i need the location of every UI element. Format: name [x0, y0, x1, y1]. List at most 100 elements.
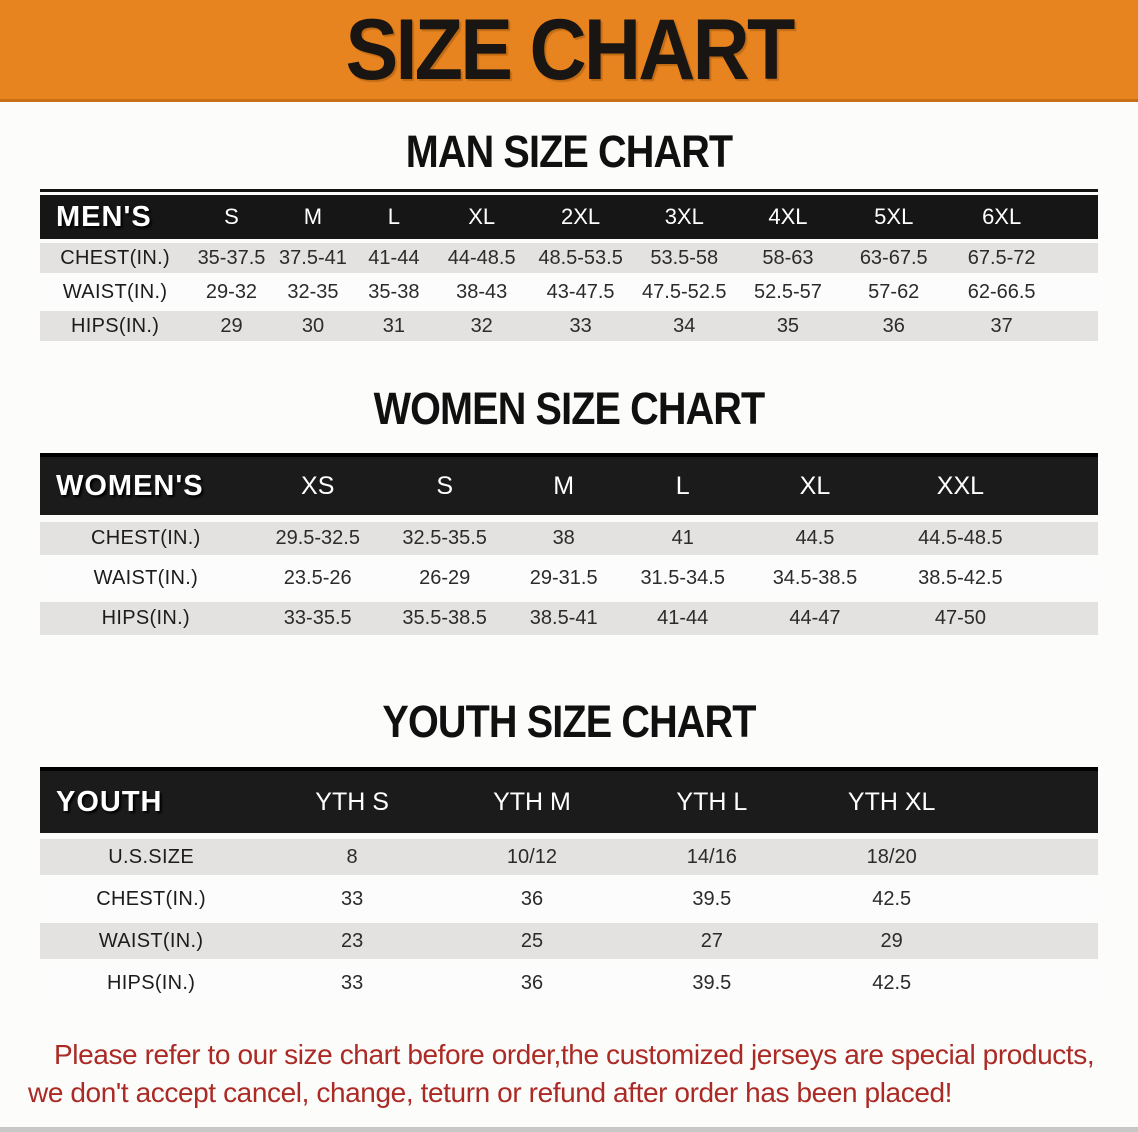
size-chart-banner: SIZE CHART	[0, 0, 1138, 102]
size-cell: 38-43	[434, 273, 529, 307]
size-cell: 31	[353, 307, 435, 341]
size-cell: 44-48.5	[434, 239, 529, 273]
row-label: WAIST(IN.)	[40, 917, 263, 959]
size-cell: 33	[528, 307, 633, 341]
size-cell: 31.5-34.5	[621, 555, 744, 595]
size-cell: 44.5	[743, 515, 887, 555]
size-cell: 33	[262, 959, 443, 1001]
women-section-title: WOMEN SIZE CHART	[373, 383, 766, 434]
size-cell: 23.5-26	[251, 555, 384, 595]
table-row: HIPS(IN.) 29 30 31 32 33 34 35 36 37	[40, 307, 1098, 341]
spacer-cell	[981, 875, 1098, 917]
size-cell: 52.5-57	[736, 273, 840, 307]
row-label: HIPS(IN.)	[40, 959, 263, 1001]
size-cell: 47.5-52.5	[632, 273, 737, 307]
banner-title: SIZE CHART	[345, 1, 795, 98]
men-section-title: MAN SIZE CHART	[405, 126, 733, 177]
column-header: M	[505, 457, 622, 515]
column-header: L	[621, 457, 744, 515]
spacer-cell	[981, 917, 1098, 959]
size-cell: 18/20	[801, 833, 982, 875]
size-cell: 44-47	[743, 595, 887, 635]
spacer-cell	[1034, 555, 1098, 595]
table-row: WAIST(IN.) 23 25 27 29	[40, 917, 1098, 959]
men-size-table: MEN'S S M L XL 2XL 3XL 4XL 5XL 6XL CHEST…	[40, 195, 1098, 341]
row-label: CHEST(IN.)	[40, 875, 263, 917]
column-header: M	[272, 195, 354, 239]
table-row: CHEST(IN.) 33 36 39.5 42.5	[40, 875, 1098, 917]
column-header: 6XL	[947, 195, 1056, 239]
size-cell: 58-63	[736, 239, 840, 273]
column-header: XL	[743, 457, 887, 515]
column-header: YTH L	[621, 771, 802, 833]
size-cell: 8	[262, 833, 443, 875]
size-cell: 32	[434, 307, 529, 341]
size-cell: 29.5-32.5	[251, 515, 384, 555]
size-cell: 34	[632, 307, 737, 341]
row-label: CHEST(IN.)	[40, 515, 252, 555]
column-header: L	[353, 195, 435, 239]
size-cell: 53.5-58	[632, 239, 737, 273]
size-cell: 23	[262, 917, 443, 959]
bottom-edge-bar	[0, 1127, 1138, 1132]
column-header: 2XL	[528, 195, 633, 239]
size-cell: 67.5-72	[947, 239, 1056, 273]
size-cell: 35-38	[353, 273, 435, 307]
size-cell: 57-62	[839, 273, 948, 307]
size-cell: 35-37.5	[190, 239, 273, 273]
table-row: CHEST(IN.) 29.5-32.5 32.5-35.5 38 41 44.…	[40, 515, 1098, 555]
spacer-cell	[1034, 595, 1098, 635]
size-cell: 29	[190, 307, 273, 341]
size-cell: 33	[262, 875, 443, 917]
spacer-cell	[981, 833, 1098, 875]
size-cell: 32-35	[272, 273, 354, 307]
row-label: HIPS(IN.)	[40, 307, 191, 341]
size-cell: 38.5-41	[505, 595, 622, 635]
size-cell: 47-50	[886, 595, 1035, 635]
youth-size-table: YOUTH YTH S YTH M YTH L YTH XL U.S.SIZE …	[40, 767, 1098, 1001]
table-row: HIPS(IN.) 33 36 39.5 42.5	[40, 959, 1098, 1001]
size-cell: 32.5-35.5	[383, 515, 506, 555]
spacer-cell	[981, 959, 1098, 1001]
column-header: XL	[434, 195, 529, 239]
size-cell: 48.5-53.5	[528, 239, 633, 273]
size-cell: 38.5-42.5	[886, 555, 1035, 595]
size-cell: 34.5-38.5	[743, 555, 887, 595]
table-row: U.S.SIZE 8 10/12 14/16 18/20	[40, 833, 1098, 875]
size-cell: 63-67.5	[839, 239, 948, 273]
disclaimer-line-2: we don't accept cancel, change, teturn o…	[28, 1077, 953, 1108]
size-cell: 42.5	[801, 875, 982, 917]
table-row: WAIST(IN.) 29-32 32-35 35-38 38-43 43-47…	[40, 273, 1098, 307]
size-cell: 38	[505, 515, 622, 555]
women-size-table: WOMEN'S XS S M L XL XXL CHEST(IN.) 29.5-…	[40, 453, 1098, 635]
size-cell: 29	[801, 917, 982, 959]
size-cell: 29-31.5	[505, 555, 622, 595]
table-row: CHEST(IN.) 35-37.5 37.5-41 41-44 44-48.5…	[40, 239, 1098, 273]
size-cell: 39.5	[621, 959, 802, 1001]
youth-section-title: YOUTH SIZE CHART	[382, 696, 756, 747]
size-cell: 35	[736, 307, 840, 341]
column-header: YTH XL	[801, 771, 982, 833]
row-label: HIPS(IN.)	[40, 595, 252, 635]
youth-table-name-cell: YOUTH	[40, 771, 263, 833]
column-header: YTH S	[262, 771, 443, 833]
row-label: WAIST(IN.)	[40, 273, 191, 307]
spacer-cell	[1034, 515, 1098, 555]
spacer-cell	[1055, 307, 1098, 341]
size-cell: 25	[442, 917, 622, 959]
column-header: S	[190, 195, 273, 239]
size-cell: 41	[621, 515, 744, 555]
size-cell: 44.5-48.5	[886, 515, 1035, 555]
spacer-cell	[1055, 239, 1098, 273]
column-header: 4XL	[736, 195, 840, 239]
column-header: 5XL	[839, 195, 948, 239]
size-cell: 14/16	[621, 833, 802, 875]
size-cell: 29-32	[190, 273, 273, 307]
women-table-header-row: WOMEN'S XS S M L XL XXL	[40, 457, 1098, 515]
size-cell: 43-47.5	[528, 273, 633, 307]
table-row: HIPS(IN.) 33-35.5 35.5-38.5 38.5-41 41-4…	[40, 595, 1098, 635]
row-label: WAIST(IN.)	[40, 555, 252, 595]
size-cell: 37.5-41	[272, 239, 354, 273]
size-cell: 30	[272, 307, 354, 341]
size-cell: 26-29	[383, 555, 506, 595]
